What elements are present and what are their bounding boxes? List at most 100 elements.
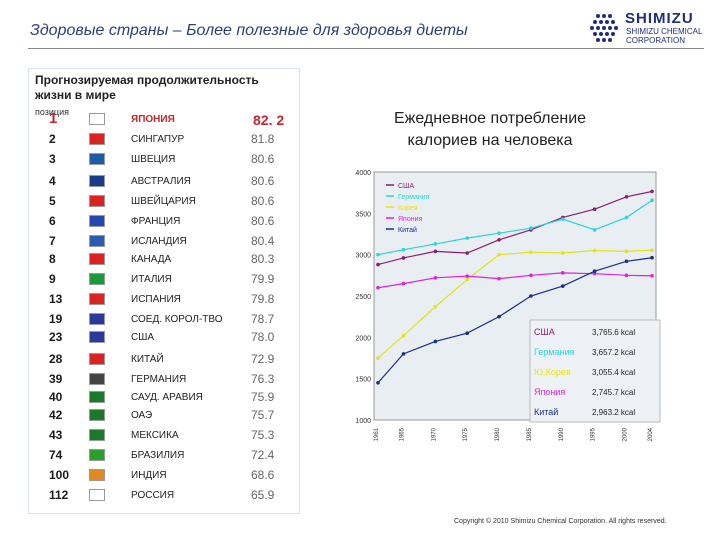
x-tick-label: 1965 [399,427,405,441]
series-line-1 [377,199,653,256]
series-line-3 [377,272,653,289]
end-label-value: 3,055.4 kcal [592,368,635,377]
row-rank: 43 [49,428,63,442]
end-label-name: Германия [534,347,574,357]
y-tick-label: 1500 [355,377,371,384]
row-life-expectancy: 75.3 [251,428,275,442]
row-life-expectancy: 72.4 [251,448,275,462]
data-point [376,381,380,385]
data-point [650,255,654,260]
row-life-expectancy: 80.6 [251,174,275,188]
flag-icon [89,449,105,461]
table-row: 1 ЯПОНИЯ 82. 2 [29,109,299,129]
data-point [560,251,565,255]
row-country: СОЕД. КОРОЛ-ТВО [131,314,223,325]
row-rank: 9 [49,272,56,286]
data-point [497,276,501,281]
table-row: 9 ИТАЛИЯ 79.9 [29,269,299,289]
flag-icon [89,409,105,421]
row-life-expectancy: 79.8 [251,292,275,306]
data-point [497,252,501,257]
x-tick-label: 1980 [495,427,501,441]
data-point [650,273,654,278]
calorie-chart: 1000 1500 2000 2500 3000 3500 4000 1961 1965 1970… [355,170,661,441]
end-label-name: США [534,327,555,337]
row-country: АВСТРАЛИЯ [131,176,191,187]
table-row: 112 РОССИЯ 65.9 [29,485,299,505]
table-row: 19 СОЕД. КОРОЛ-ТВО 78.7 [29,309,299,329]
data-point [650,248,654,252]
row-country: США [131,332,155,343]
position-label: позиция [35,107,69,117]
row-country: ГЕРМАНИЯ [131,374,187,385]
row-rank: 28 [49,352,63,366]
data-point [465,277,470,282]
x-tick-label: 1990 [559,427,565,441]
data-point [401,256,406,260]
end-label-name: Китай [534,407,558,417]
data-point [497,314,501,319]
table-row: 6 ФРАНЦИЯ 80.6 [29,211,299,231]
y-tick-label: 4000 [355,170,371,177]
data-point [433,304,438,309]
row-life-expectancy: 78.0 [251,330,275,344]
series-line-4 [377,257,653,384]
legend-entry: Китай [398,226,417,234]
data-point [376,252,380,257]
data-point [592,269,597,273]
end-label-value: 3,657.2 kcal [592,348,635,357]
legend-entry: США [398,183,414,190]
row-country: САУД. АРАВИЯ [131,392,203,403]
row-country: СИНГАПУР [131,134,185,145]
x-tick-label: 1985 [527,427,533,441]
legend-entry: Корея [398,205,418,212]
row-country: ИНДИЯ [131,470,167,481]
data-point [624,195,629,199]
data-point [529,226,533,231]
end-label-box [529,319,661,423]
flag-icon [89,195,105,207]
row-country: ЯПОНИЯ [131,114,175,125]
row-rank: 13 [49,292,63,306]
series-line-0 [377,190,653,266]
data-point [529,294,533,298]
row-life-expectancy: 80.3 [251,252,275,266]
y-tick-label: 1000 [355,418,371,425]
table-row: 2 СИНГАПУР 81.8 [29,129,299,149]
row-life-expectancy: 65.9 [251,488,275,502]
table-row: 23 США 78.0 [29,327,299,347]
legend-entry: Германия [398,194,430,201]
flag-icon [89,293,105,305]
row-rank: 100 [49,468,70,482]
logo-name: SHIMIZU [625,10,694,27]
series-line-2 [377,249,653,359]
row-life-expectancy: 72.9 [251,352,275,366]
data-point [624,215,629,220]
data-point [465,274,470,278]
row-rank: 112 [49,488,69,502]
row-country: ИСЛАНДИЯ [131,236,187,247]
row-rank: 19 [49,312,63,326]
row-rank: 5 [49,194,56,208]
row-life-expectancy: 78.7 [251,312,275,326]
table-row: 7 ИСЛАНДИЯ 80.4 [29,231,299,251]
data-point [624,273,629,278]
data-point [624,259,629,264]
flag-icon [89,391,105,403]
end-label-name: Япония [534,387,565,397]
row-country: КАНАДА [131,254,172,265]
flag-icon [89,215,105,227]
table-row: 40 САУД. АРАВИЯ 75.9 [29,387,299,407]
row-rank: 3 [49,152,56,166]
row-rank: 40 [49,390,63,404]
logo-mark-icon [590,14,618,42]
table-heading: Прогнозируемая продолжительность жизни в… [35,73,259,102]
data-point [401,247,406,252]
data-point [465,251,470,255]
logo-subtitle: SHIMIZU CHEMICAL CORPORATION [626,27,703,45]
flag-icon [89,273,105,285]
data-point [433,249,438,254]
data-point [592,207,597,211]
x-tick-label: 1995 [591,427,597,441]
table-row: 5 ШВЕЙЦАРИЯ 80.6 [29,191,299,211]
